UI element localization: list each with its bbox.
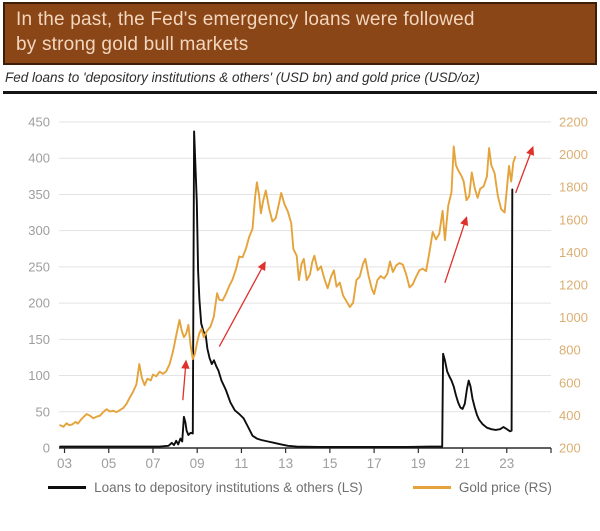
svg-text:0: 0 [43,441,50,456]
svg-text:1800: 1800 [559,180,588,195]
svg-text:13: 13 [278,456,293,471]
svg-text:200: 200 [559,441,581,456]
svg-text:05: 05 [101,456,116,471]
title-line-2: by strong gold bull markets [16,33,249,55]
svg-text:400: 400 [28,151,50,166]
title-banner: In the past, the Fed's emergency loans w… [3,2,597,66]
svg-text:800: 800 [559,343,581,358]
svg-text:03: 03 [57,456,72,471]
svg-text:15: 15 [322,456,337,471]
chart-legend: Loans to depository institutions & other… [3,480,597,495]
svg-text:1400: 1400 [559,245,588,260]
legend-label-loans: Loans to depository institutions & other… [94,480,363,496]
chart-subtitle: Fed loans to 'depository institutions & … [5,70,480,86]
svg-text:1200: 1200 [559,278,588,293]
svg-text:21: 21 [455,456,470,471]
legend-item-gold: Gold price (RS) [412,480,552,496]
svg-text:2000: 2000 [559,147,588,162]
svg-text:350: 350 [28,187,50,202]
svg-text:100: 100 [28,368,50,383]
svg-text:17: 17 [367,456,382,471]
svg-text:09: 09 [190,456,205,471]
svg-text:400: 400 [559,408,581,423]
gold-line-swatch [412,486,451,490]
svg-text:1600: 1600 [559,213,588,228]
svg-text:07: 07 [145,456,160,471]
svg-text:600: 600 [559,376,581,391]
svg-text:11: 11 [234,456,248,471]
svg-text:250: 250 [28,260,50,275]
svg-text:150: 150 [28,332,50,347]
svg-text:1000: 1000 [559,310,588,325]
svg-text:50: 50 [36,405,50,420]
svg-text:300: 300 [28,224,50,239]
chart-svg: 0501001502002503003504004502004006008001… [28,115,588,472]
svg-text:200: 200 [28,296,50,311]
svg-text:450: 450 [28,115,50,130]
loans-line-swatch [48,486,87,490]
svg-text:2200: 2200 [559,115,588,130]
svg-text:23: 23 [499,456,514,471]
svg-text:19: 19 [411,456,426,471]
legend-item-loans: Loans to depository institutions & other… [48,480,363,495]
report-page: In the past, the Fed's emergency loans w… [3,2,597,495]
legend-label-gold: Gold price (RS) [458,480,552,496]
title-line-1: In the past, the Fed's emergency loans w… [16,9,475,30]
divider-rule [3,91,597,95]
